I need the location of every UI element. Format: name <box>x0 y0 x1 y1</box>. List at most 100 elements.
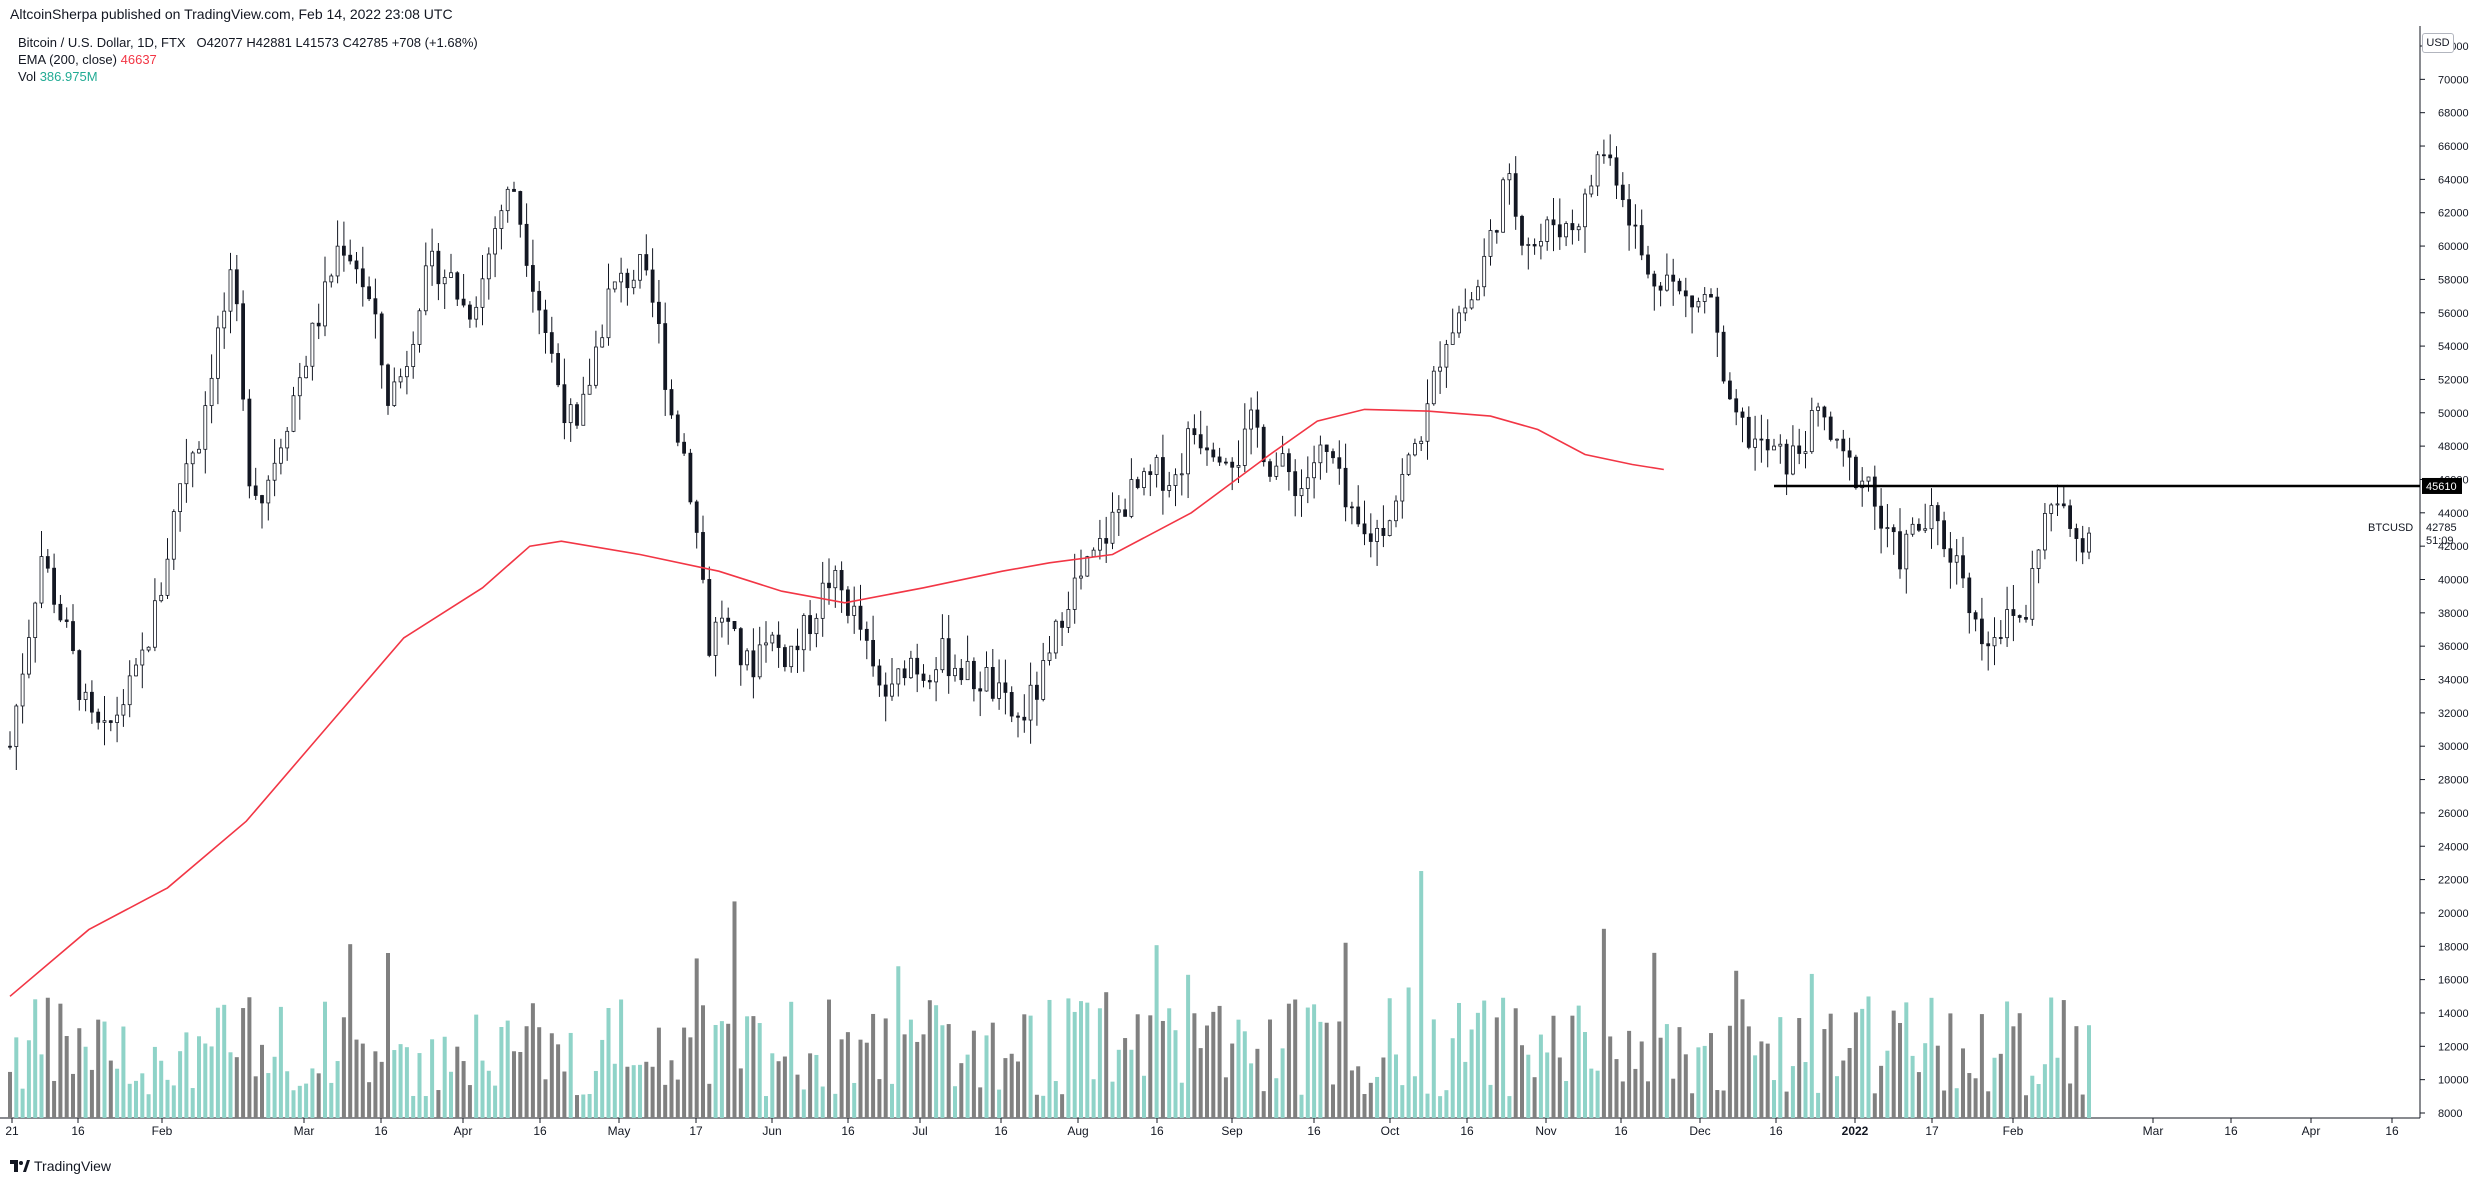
candle-body <box>612 281 617 290</box>
candle-body <box>417 310 422 345</box>
candle-body <box>1016 715 1020 718</box>
volume-bar <box>1160 1020 1165 1118</box>
volume-bar <box>1242 1031 1247 1118</box>
time-tick-label: May <box>608 1124 631 1138</box>
candle-body <box>1942 520 1946 550</box>
volume-bar <box>1589 1068 1594 1118</box>
candle-body <box>682 441 686 454</box>
candle-body <box>1041 660 1046 700</box>
candle-body <box>1217 456 1222 463</box>
candle-body <box>1809 410 1814 453</box>
time-tick-label: 16 <box>2224 1124 2238 1138</box>
price-tick-label: 70000 <box>2438 74 2469 86</box>
volume-bar <box>228 1052 233 1118</box>
candle-body <box>1387 520 1392 536</box>
volume-bar <box>102 1021 107 1118</box>
candle-body <box>215 327 220 379</box>
candle-body <box>776 634 781 648</box>
candle-body <box>997 682 1001 699</box>
volume-bar <box>782 1056 787 1118</box>
volume-bar <box>140 1073 145 1118</box>
candle-body <box>455 272 460 300</box>
volume-bar <box>1973 1078 1978 1118</box>
volume-bar <box>417 1053 422 1118</box>
candle-body <box>291 395 296 432</box>
volume-bar <box>1268 1019 1272 1118</box>
volume-bar <box>839 1039 844 1118</box>
volume-bar <box>203 1043 208 1118</box>
candle-body <box>1980 618 1984 645</box>
candle-body <box>411 344 416 367</box>
candle-body <box>2011 609 2016 616</box>
candle-body <box>234 269 239 305</box>
candle-body <box>820 582 825 619</box>
time-tick-label: 16 <box>1150 1124 1164 1138</box>
price-chart[interactable]: 7200070000680006600064000620006000058000… <box>0 0 2474 1150</box>
candle-body <box>304 365 309 379</box>
candle-body <box>1576 226 1581 231</box>
legend-symbol-row[interactable]: Bitcoin / U.S. Dollar, 1D, FTX O42077 H4… <box>18 34 478 51</box>
currency-button[interactable]: USD <box>2422 33 2454 53</box>
time-tick-label: 16 <box>71 1124 85 1138</box>
price-tick-label: 42000 <box>2438 541 2469 553</box>
candle-body <box>1337 457 1342 469</box>
candle-body <box>354 260 359 270</box>
candle-body <box>543 309 548 333</box>
volume-bar <box>134 1080 138 1118</box>
volume-bar <box>1664 1024 1669 1118</box>
candle-body <box>2080 538 2085 553</box>
legend-ema-row[interactable]: EMA (200, close) 46637 <box>18 51 478 68</box>
candle-body <box>1476 286 1480 301</box>
candle-body <box>883 684 888 697</box>
time-tick-label: Feb <box>152 1124 173 1138</box>
candle-body <box>2087 532 2091 553</box>
volume-bar <box>1167 1008 1172 1118</box>
candle-body <box>386 364 390 406</box>
time-tick-label: 16 <box>841 1124 855 1138</box>
candle-body <box>1872 476 1877 507</box>
publisher-header: AltcoinSherpa published on TradingView.c… <box>0 0 2474 26</box>
candle-body <box>1375 527 1379 542</box>
candle-body <box>1494 230 1499 233</box>
candle-body <box>1003 682 1008 693</box>
candle-body <box>1079 575 1083 579</box>
candle-body <box>278 447 283 464</box>
volume-bar <box>278 1006 283 1118</box>
volume-bar <box>1412 1076 1417 1118</box>
candle-body <box>253 485 258 496</box>
price-tick-label: 22000 <box>2438 875 2469 887</box>
volume-bar <box>58 1003 63 1118</box>
volume-bar <box>77 1028 82 1118</box>
volume-bar <box>348 944 353 1118</box>
volume-bar <box>543 1079 548 1118</box>
volume-bar <box>1356 1066 1361 1118</box>
volume-bar <box>1318 1021 1323 1118</box>
volume-bar <box>871 1013 876 1118</box>
candle-body <box>1444 344 1449 368</box>
volume-bar <box>1998 1053 2003 1118</box>
candle-body <box>423 265 428 312</box>
candle-body <box>568 404 573 424</box>
volume-bar <box>934 1005 939 1118</box>
time-tick-label: 16 <box>1614 1124 1628 1138</box>
legend-vol-row[interactable]: Vol 386.975M <box>18 68 478 85</box>
price-tick-label: 56000 <box>2438 308 2469 320</box>
candle-body <box>14 705 19 747</box>
volume-bar <box>1425 1093 1430 1118</box>
price-tick-label: 48000 <box>2438 441 2469 453</box>
candle-body <box>1501 179 1505 233</box>
volume-bar <box>392 1050 397 1118</box>
candle-body <box>524 223 529 266</box>
candle-body <box>1652 273 1657 287</box>
volume-bar <box>436 1090 441 1118</box>
candle-body <box>1583 193 1587 228</box>
tradingview-logo-icon <box>10 1160 30 1172</box>
candle-body <box>1085 556 1090 577</box>
candle-body <box>625 272 630 289</box>
candle-body <box>1728 380 1732 400</box>
volume-bar <box>1885 1050 1890 1118</box>
last-price-label: 42785 <box>2426 522 2457 534</box>
candle-body <box>33 602 38 638</box>
price-tick-label: 34000 <box>2438 675 2469 687</box>
price-tick-label: 68000 <box>2438 108 2469 120</box>
